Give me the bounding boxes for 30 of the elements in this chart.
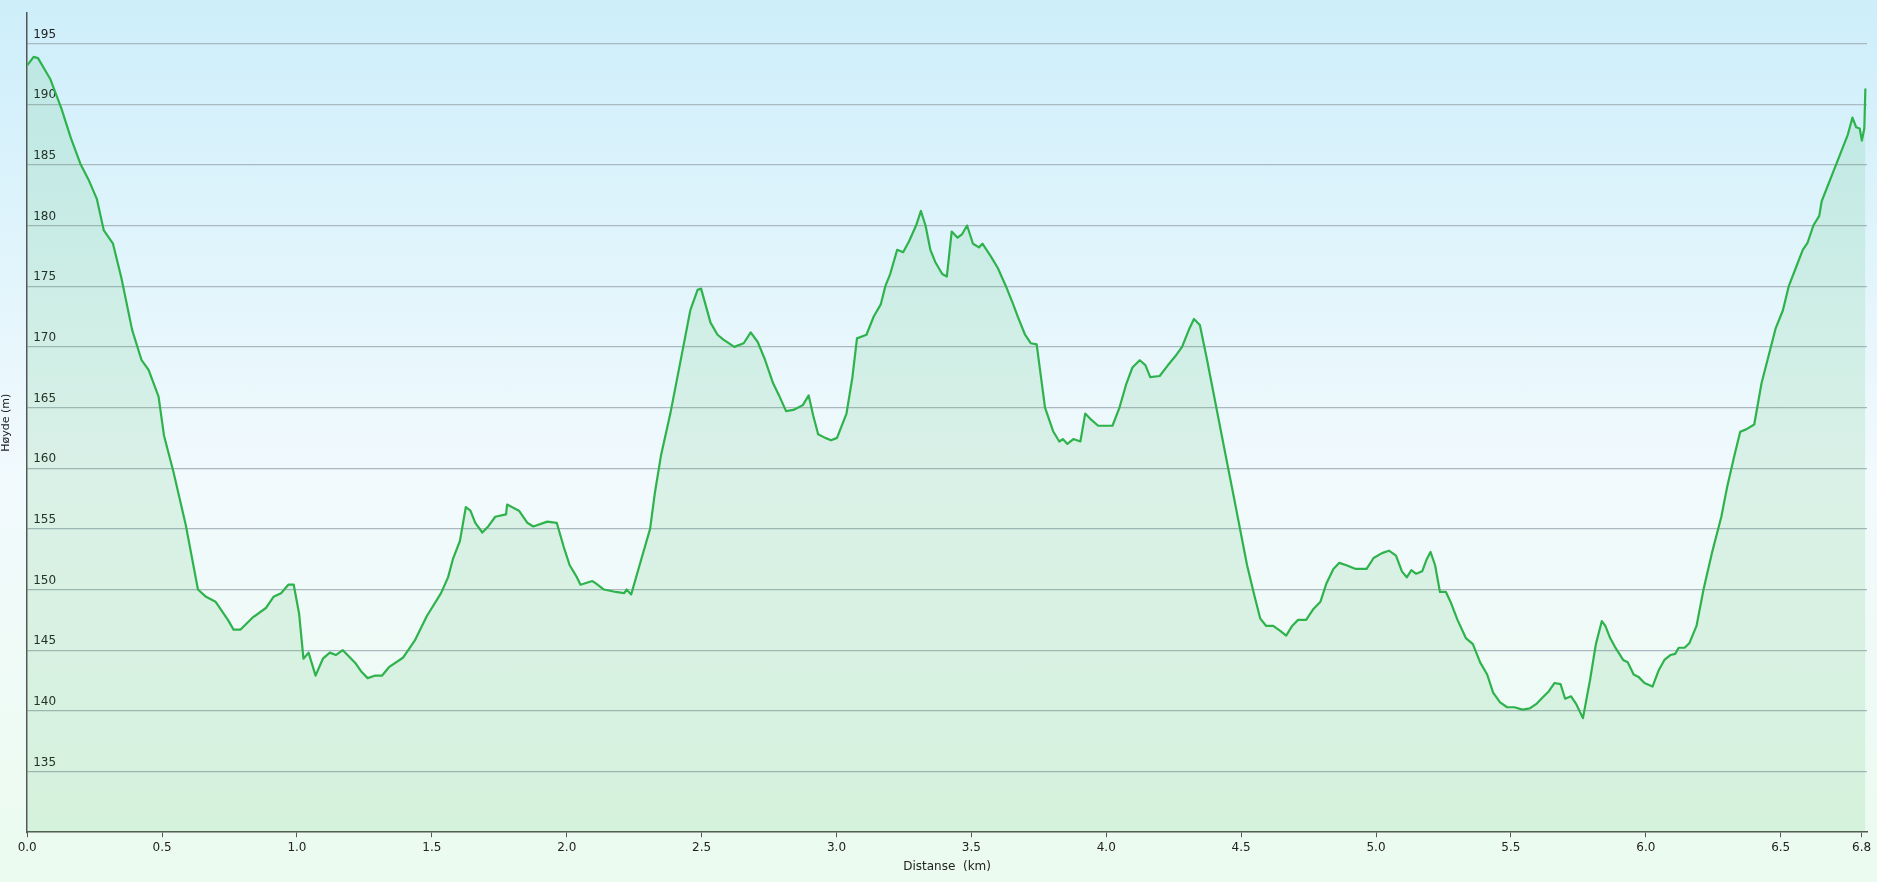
x-tick-label: 0.0 bbox=[17, 839, 37, 854]
y-tick-label: 150 bbox=[33, 572, 57, 587]
y-tick-label: 160 bbox=[33, 451, 57, 466]
x-tick-label: 5.5 bbox=[1501, 839, 1521, 854]
y-tick-label: 140 bbox=[33, 693, 57, 708]
y-tick-label: 145 bbox=[33, 633, 57, 648]
x-axis-title: Distanse (km) bbox=[903, 858, 991, 873]
x-tick-label: 6.0 bbox=[1636, 839, 1656, 854]
y-tick-label: 170 bbox=[33, 329, 57, 344]
x-tick-label: 1.0 bbox=[287, 839, 307, 854]
y-axis-title: Høyde (m) bbox=[0, 393, 13, 452]
x-tick-label: 3.5 bbox=[961, 839, 981, 854]
y-tick-label: 165 bbox=[33, 390, 57, 405]
x-tick-label: 3.0 bbox=[826, 839, 847, 854]
x-tick-label: 4.0 bbox=[1096, 839, 1116, 854]
y-tick-label: 195 bbox=[33, 26, 57, 41]
x-tick-label: 2.5 bbox=[692, 839, 712, 854]
x-tick-label: 6.5 bbox=[1771, 839, 1791, 854]
x-tick-label: 1.5 bbox=[422, 839, 442, 854]
x-tick-label: 2.0 bbox=[557, 839, 577, 854]
y-tick-label: 190 bbox=[33, 87, 57, 102]
x-tick-label: 6.8 bbox=[1852, 839, 1872, 854]
y-tick-label: 185 bbox=[33, 147, 57, 162]
y-tick-label: 175 bbox=[33, 269, 57, 284]
y-tick-label: 155 bbox=[33, 511, 57, 526]
x-tick-label: 5.0 bbox=[1366, 839, 1386, 854]
x-tick-label: 0.5 bbox=[152, 839, 172, 854]
y-tick-label: 135 bbox=[33, 754, 57, 769]
x-tick-label: 4.5 bbox=[1231, 839, 1251, 854]
y-tick-label: 180 bbox=[33, 208, 57, 223]
